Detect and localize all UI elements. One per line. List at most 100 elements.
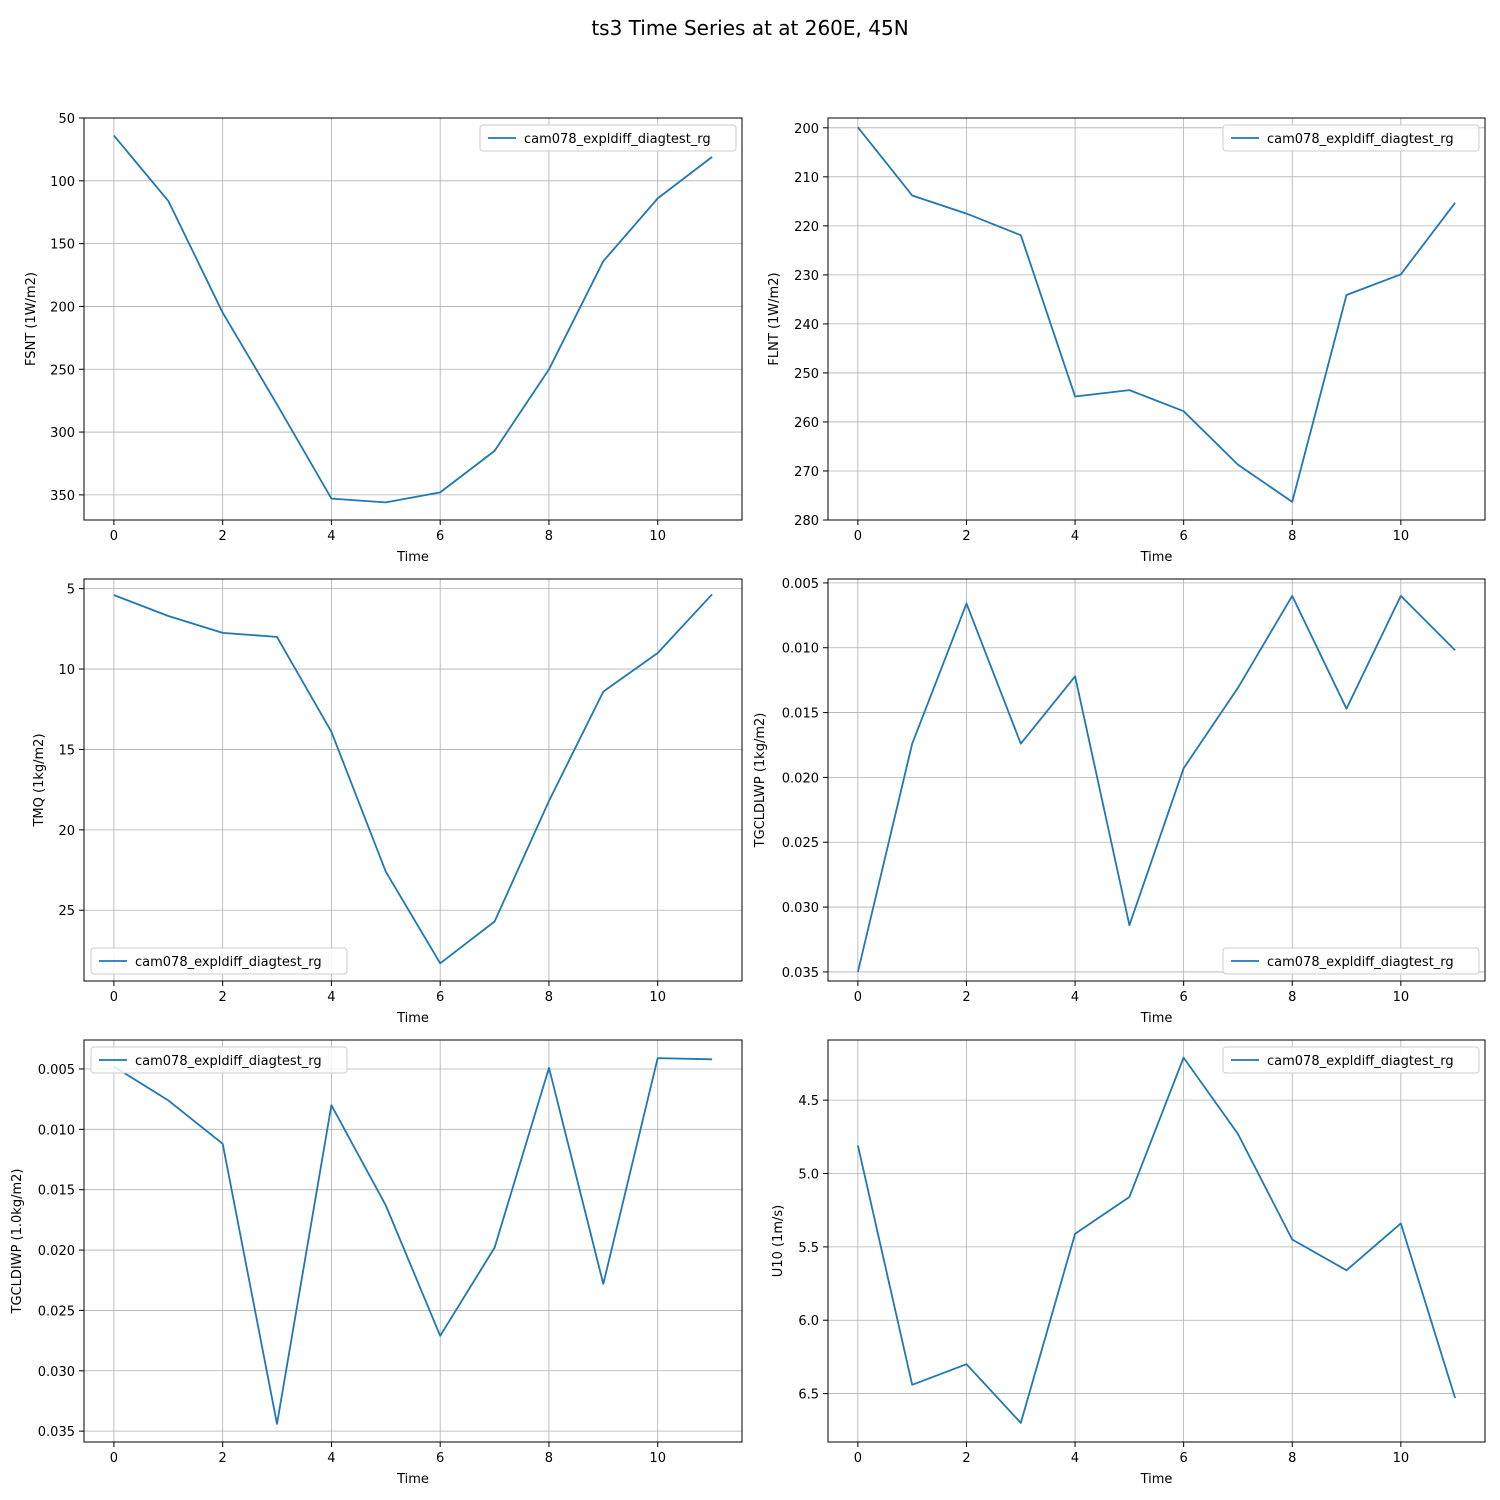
y-tick-label: 0.035 — [38, 1425, 75, 1440]
y-axis-label: FLNT (1W/m2) — [767, 272, 782, 365]
x-axis-label: Time — [396, 1011, 429, 1026]
subplot-3: 0 2 4 6 8 10 5 10 15 20 25 Time TMQ (1kg/m2) cam078_e… — [32, 578, 743, 1026]
x-axis-label: Time — [396, 1472, 429, 1487]
legend-box — [1222, 947, 1480, 975]
y-tick-label: 0.010 — [782, 642, 819, 657]
subplot-4: 0 2 4 6 8 10 0.005 0.010 0.015 0.020 0.025 0.030 0.0… — [753, 577, 1486, 1026]
axes-frame — [83, 578, 743, 982]
y-axis-label: TGCLDLWP (1kg/m2) — [753, 713, 768, 849]
x-axis-label: Time — [1140, 1472, 1173, 1487]
x-tick-label: 4 — [327, 1451, 335, 1466]
y-tick-label: 0.030 — [38, 1365, 75, 1380]
y-tick-label: 6.0 — [798, 1314, 819, 1329]
x-tick-label: 6 — [436, 1451, 444, 1466]
x-tick-label: 2 — [962, 1451, 970, 1466]
x-tick-label: 6 — [1180, 1451, 1188, 1466]
y-tick-label: 350 — [50, 489, 75, 504]
x-tick-label: 10 — [1393, 1451, 1410, 1466]
axes-frame — [83, 117, 743, 521]
legend: cam078_expldiff_diagtest_rg — [90, 1046, 348, 1074]
legend-box — [1222, 1046, 1480, 1074]
y-axis-label: TGCLDIWP (1.0kg/m2) — [10, 1169, 25, 1315]
y-tick-label: 210 — [794, 171, 819, 186]
x-tick-label: 0 — [854, 1451, 862, 1466]
y-tick-label: 260 — [794, 416, 819, 431]
x-tick-label: 4 — [1071, 990, 1079, 1005]
x-axis-label: Time — [1140, 550, 1173, 565]
y-axis-label: U10 (1m/s) — [771, 1205, 786, 1277]
x-tick-label: 10 — [1393, 529, 1410, 544]
x-tick-label: 2 — [219, 1451, 227, 1466]
y-tick-label: 300 — [50, 426, 75, 441]
x-tick-label: 6 — [1180, 529, 1188, 544]
x-tick-label: 4 — [327, 529, 335, 544]
y-tick-label: 150 — [50, 238, 75, 253]
x-tick-label: 0 — [854, 529, 862, 544]
axes-frame — [827, 1039, 1486, 1443]
legend-box — [479, 124, 737, 152]
y-tick-label: 230 — [794, 269, 819, 284]
y-tick-label: 0.030 — [782, 901, 819, 916]
series-line-1 — [113, 593, 713, 965]
x-tick-label: 2 — [962, 990, 970, 1005]
y-tick-label: 250 — [50, 363, 75, 378]
y-tick-label: 20 — [58, 824, 75, 839]
y-tick-label: 200 — [794, 122, 819, 137]
x-tick-label: 0 — [110, 1451, 118, 1466]
y-tick-label: 100 — [50, 175, 75, 190]
x-tick-label: 8 — [1288, 1451, 1296, 1466]
legend-entry-label: cam078_expldiff_diagtest_rg — [135, 1054, 322, 1069]
y-axis-label: TMQ (1kg/m2) — [32, 733, 47, 827]
x-axis-label: Time — [1140, 1011, 1173, 1026]
x-tick-label: 2 — [219, 529, 227, 544]
legend: cam078_expldiff_diagtest_rg — [90, 947, 348, 975]
x-tick-label: 8 — [545, 529, 553, 544]
legend-box — [90, 1046, 348, 1074]
y-tick-label: 0.015 — [38, 1184, 75, 1199]
y-tick-label: 5.0 — [798, 1168, 819, 1183]
x-tick-label: 4 — [1071, 1451, 1079, 1466]
y-tick-label: 25 — [58, 904, 75, 919]
series-line-1 — [857, 595, 1456, 973]
x-tick-label: 6 — [436, 990, 444, 1005]
y-tick-label: 0.025 — [38, 1304, 75, 1319]
axes-frame — [827, 117, 1486, 521]
y-tick-label: 0.025 — [782, 836, 819, 851]
y-tick-label: 0.005 — [38, 1063, 75, 1078]
legend: cam078_expldiff_diagtest_rg — [479, 124, 737, 152]
x-tick-label: 10 — [649, 529, 666, 544]
series-line-1 — [113, 135, 713, 504]
y-axis-label: FSNT (1W/m2) — [24, 272, 39, 366]
y-tick-label: 5 — [67, 583, 75, 598]
y-tick-label: 5.5 — [798, 1241, 819, 1256]
y-tick-label: 0.035 — [782, 966, 819, 981]
figure-title: ts3 Time Series at at 260E, 45N — [591, 16, 909, 40]
x-tick-label: 0 — [110, 529, 118, 544]
x-tick-label: 0 — [854, 990, 862, 1005]
x-tick-label: 10 — [649, 1451, 666, 1466]
x-tick-label: 6 — [1180, 990, 1188, 1005]
y-tick-label: 200 — [50, 300, 75, 315]
legend-entry-label: cam078_expldiff_diagtest_rg — [1267, 132, 1454, 147]
x-tick-label: 10 — [649, 990, 666, 1005]
legend: cam078_expldiff_diagtest_rg — [1222, 1046, 1480, 1074]
y-tick-label: 220 — [794, 220, 819, 235]
y-tick-label: 15 — [58, 743, 75, 758]
y-tick-label: 6.5 — [798, 1388, 819, 1403]
y-tick-label: 270 — [794, 465, 819, 480]
y-tick-label: 0.005 — [782, 577, 819, 592]
y-tick-label: 0.020 — [782, 771, 819, 786]
y-tick-label: 4.5 — [798, 1094, 819, 1109]
x-tick-label: 8 — [1288, 990, 1296, 1005]
subplot-6: 0 2 4 6 8 10 4.5 5.0 5.5 6.0 6.5 Time U10 (1m/s) cam0… — [771, 1039, 1486, 1487]
legend-box — [1222, 124, 1480, 152]
legend-entry-label: cam078_expldiff_diagtest_rg — [1267, 955, 1454, 970]
y-tick-label: 250 — [794, 367, 819, 382]
x-tick-label: 4 — [327, 990, 335, 1005]
axes-frame — [827, 578, 1486, 982]
y-tick-label: 280 — [794, 514, 819, 529]
y-tick-label: 0.010 — [38, 1123, 75, 1138]
subplot-5: 0 2 4 6 8 10 0.005 0.010 0.015 0.020 0.025 0.030 0.0… — [10, 1039, 743, 1487]
legend-box — [90, 947, 348, 975]
